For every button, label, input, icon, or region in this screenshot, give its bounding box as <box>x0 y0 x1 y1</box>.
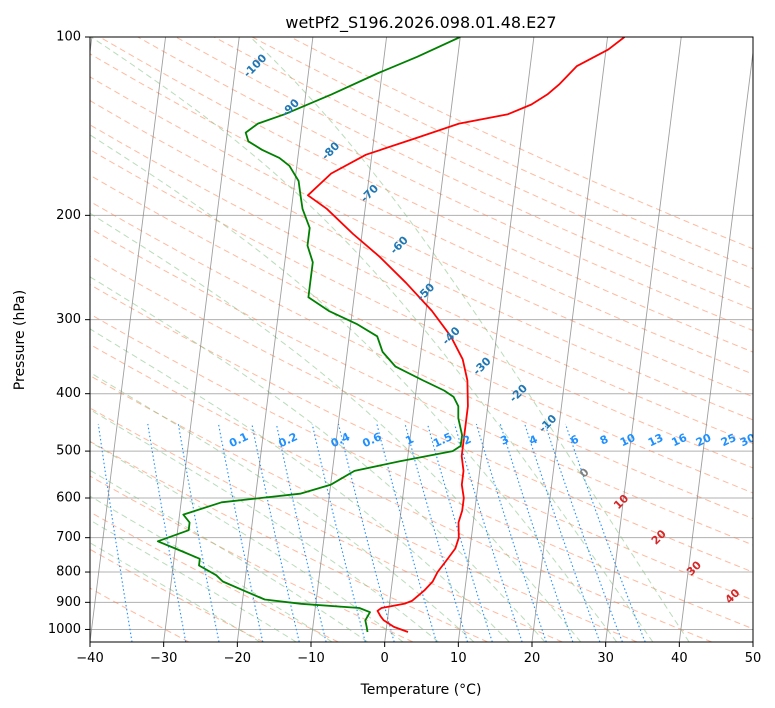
skewed-isotherm <box>163 37 240 642</box>
dry-adiabat <box>90 227 753 546</box>
mixing-ratio-label: 30 <box>738 431 758 449</box>
mixing-ratio-line <box>376 423 437 642</box>
mixing-ratio-line <box>147 423 187 642</box>
y-tick-label: 600 <box>56 491 81 506</box>
dry-adiabat <box>90 548 264 642</box>
mixing-ratio-label: 16 <box>670 431 690 449</box>
y-tick-label: 100 <box>56 30 81 45</box>
skewed-isotherm <box>310 37 388 642</box>
y-tick-label: 1000 <box>48 622 81 637</box>
y-axis-ticks: 100 200 300 400 500 600 700 800 900 1000 <box>48 30 90 637</box>
y-tick-label: 300 <box>56 312 81 327</box>
moist-adiabat <box>90 519 297 642</box>
x-tick-label: −40 <box>76 651 103 666</box>
dry-adiabat <box>90 200 753 520</box>
mixing-ratio-label: 10 <box>618 431 638 449</box>
moist-adiabat <box>90 469 368 642</box>
x-tick-label: −10 <box>297 651 324 666</box>
mixing-ratio-line <box>275 423 327 642</box>
dry-adiabat <box>90 407 563 642</box>
moist-adiabat <box>90 37 654 642</box>
x-tick-label: −30 <box>150 651 177 666</box>
x-tick-label: 10 <box>450 651 467 666</box>
mixing-ratio-label: 13 <box>646 431 665 449</box>
skewed-isotherm <box>531 37 609 642</box>
y-axis-title: Pressure (hPa) <box>12 290 28 390</box>
skewed-isotherm <box>384 37 461 642</box>
dry-adiabat <box>175 37 753 310</box>
dry-adiabat <box>90 440 488 642</box>
mixing-ratio-line <box>311 423 366 642</box>
y-tick-label: 700 <box>56 530 81 545</box>
dry-adiabat <box>90 53 753 375</box>
dry-adiabat <box>90 255 753 573</box>
plot-frame <box>89 36 754 643</box>
mixing-ratio-line <box>544 423 623 642</box>
x-tick-label: 0 <box>381 651 389 666</box>
moist-adiabat <box>90 371 475 642</box>
mixing-ratio-line <box>97 423 133 642</box>
x-tick-label: 40 <box>671 651 688 666</box>
dry-adiabat <box>90 284 753 601</box>
moist-adiabat <box>90 328 510 642</box>
moist-adiabat <box>90 441 404 642</box>
mixing-ratio-line <box>564 423 646 642</box>
x-tick-label: 30 <box>597 651 614 666</box>
moist-adiabat <box>249 37 690 642</box>
pressure-gridlines <box>90 37 753 630</box>
temperature-trace <box>307 37 626 633</box>
y-tick-label: 500 <box>56 444 81 459</box>
skewed-isotherm <box>457 37 535 642</box>
mixing-ratio-label: 20 <box>694 431 714 449</box>
x-axis-title: Temperature (°C) <box>360 682 482 698</box>
mixing-ratio-line <box>524 423 601 642</box>
y-tick-label: 900 <box>56 595 81 610</box>
moist-adiabat <box>90 212 582 642</box>
dry-adiabat <box>90 76 753 398</box>
dry-adiabat <box>90 124 753 445</box>
mixing-ratio-line <box>251 423 300 642</box>
dry-adiabat <box>90 149 753 469</box>
skewed-isotherm <box>678 48 753 642</box>
skewed-isotherm <box>90 37 167 642</box>
dewpoint-trace <box>156 37 463 633</box>
x-tick-label: −20 <box>224 651 251 666</box>
mixing-ratio-line <box>177 423 220 642</box>
skewed-isotherms <box>90 37 753 642</box>
plot-area: -100-90-80-70-60-50-40-30-20-10010203040… <box>90 37 758 642</box>
dry-adiabat <box>90 511 339 642</box>
y-tick-label: 400 <box>56 386 81 401</box>
skewed-isotherm <box>605 37 682 642</box>
x-axis-ticks: −40 −30 −20 −10 0 10 20 30 40 50 <box>76 642 761 666</box>
moist-adiabats <box>90 37 690 642</box>
dry-adiabat <box>90 313 753 630</box>
skewed-isotherm <box>236 37 314 642</box>
x-tick-label: 50 <box>745 651 762 666</box>
sounding-traces <box>156 37 626 633</box>
mixing-ratio-lines <box>97 423 646 642</box>
chart-title: wetPf2_S196.2026.098.01.48.E27 <box>285 13 556 33</box>
mixing-ratio-line <box>404 423 469 642</box>
y-tick-label: 800 <box>56 565 81 580</box>
mixing-ratio-line <box>217 423 264 642</box>
moist-adiabat <box>90 542 261 642</box>
mixing-ratio-label: 25 <box>719 431 738 449</box>
dry-adiabat <box>90 375 638 642</box>
y-tick-label: 200 <box>56 208 81 223</box>
x-tick-label: 20 <box>524 651 541 666</box>
dry-adiabat <box>90 343 712 642</box>
